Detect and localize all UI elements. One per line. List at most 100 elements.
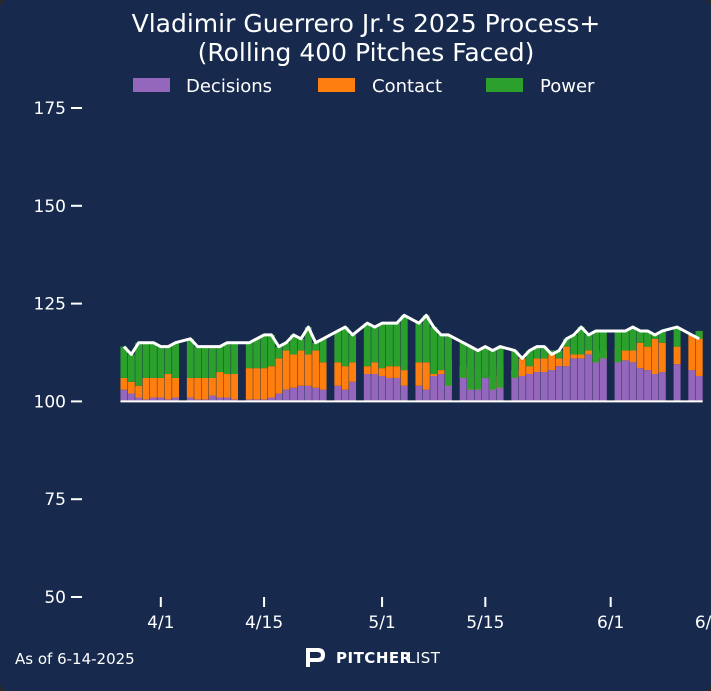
bar-segment-decisions: [592, 352, 600, 402]
bar-segment-contact: [349, 362, 357, 382]
bar-segment-power: [164, 346, 172, 375]
y-axis: 50 75 100 125 150 175: [34, 99, 82, 608]
bar-segment-contact: [540, 358, 548, 373]
y-tick-label: 175: [34, 99, 66, 119]
bar-segment-decisions: [415, 385, 423, 402]
bar-segment-decisions: [562, 366, 570, 402]
bar-segment-decisions: [371, 374, 379, 402]
bar-segment-contact: [275, 358, 283, 394]
bar-segment-contact: [135, 385, 143, 398]
bar-segment-power: [614, 330, 622, 363]
bar-segment-power: [570, 334, 578, 355]
bar-segment-decisions: [644, 370, 652, 402]
legend-swatch-contact: [318, 78, 355, 92]
bar-segment-contact: [393, 366, 401, 378]
bar-segment-contact: [526, 366, 534, 375]
bar-segment-contact: [621, 350, 629, 361]
y-tick-label: 75: [44, 490, 66, 510]
bar-segment-contact: [363, 366, 371, 375]
bar-segment-power: [334, 330, 342, 363]
bar-segment-decisions: [651, 374, 659, 402]
bar-segment-decisions: [208, 395, 216, 402]
legend-label-decisions: Decisions: [186, 76, 272, 97]
bar-segment-contact: [164, 374, 172, 400]
bar-segment-power: [437, 334, 445, 371]
bar-segment-decisions: [290, 387, 298, 402]
bar-segment-power: [444, 334, 452, 386]
bar-segment-power: [231, 342, 239, 375]
bar-segment-contact: [334, 362, 342, 386]
bar-segment-power: [636, 330, 644, 343]
bar-segment-contact: [312, 350, 320, 388]
bar-segment-power: [585, 334, 593, 351]
x-tick-label: 6/15: [695, 613, 711, 633]
bar-segment-power: [695, 330, 703, 339]
bar-segment-power: [371, 327, 379, 363]
bar-segment-contact: [378, 368, 386, 376]
bar-segment-decisions: [614, 348, 622, 402]
bar-segment-contact: [644, 346, 652, 371]
bar-segment-contact: [194, 377, 202, 400]
bar-segment-power: [290, 334, 298, 355]
bar-segment-power: [592, 330, 600, 363]
chart-title-line-2: (Rolling 400 Pitches Faced): [198, 38, 535, 67]
x-tick-label: 5/15: [466, 613, 504, 633]
bar-segment-power: [194, 346, 202, 378]
bar-segment-decisions: [216, 397, 224, 402]
bar-segment-contact: [688, 334, 696, 371]
pitcherlist-logo-text-bold: PITCHER: [336, 649, 412, 667]
bar-segment-power: [149, 342, 157, 378]
bar-segment-contact: [422, 362, 430, 390]
bar-segment-contact: [695, 330, 703, 376]
bar-segment-decisions: [577, 358, 585, 402]
bar-segment-power: [201, 346, 209, 378]
chart-title-line-1: Vladimir Guerrero Jr.'s 2025 Process+: [132, 9, 601, 38]
bar-segment-contact: [415, 362, 423, 386]
total-score-line: [122, 313, 700, 360]
x-tick-label: 4/1: [147, 613, 174, 633]
bar-segment-contact: [267, 366, 275, 398]
bar-segment-power: [378, 323, 386, 369]
x-tick-label: 6/1: [597, 613, 624, 633]
bar-segment-decisions: [149, 397, 157, 402]
bar-segment-decisions: [599, 350, 607, 402]
bar-segment-contact: [297, 350, 305, 386]
bar-segment-power: [459, 342, 467, 378]
bar-segment-contact: [585, 350, 593, 355]
y-tick-label: 150: [34, 197, 66, 217]
bar-segment-power: [496, 346, 504, 388]
bar-segment-power: [267, 334, 275, 367]
bar-segment-contact: [430, 374, 438, 376]
pitcherlist-logo: PITCHER LIST: [306, 648, 440, 667]
bar-segment-power: [208, 346, 216, 378]
bar-segment-decisions: [172, 397, 180, 402]
bar-segment-power: [216, 346, 224, 373]
bar-segment-contact: [157, 377, 165, 398]
bar-segment-power: [644, 330, 652, 347]
bar-segment-decisions: [127, 393, 135, 402]
bar-segment-power: [651, 334, 659, 339]
bar-segment-contact: [437, 370, 445, 375]
bar-segment-decisions: [223, 397, 231, 402]
bar-segment-decisions: [636, 368, 644, 402]
bar-segment-contact: [290, 354, 298, 388]
bar-segment-decisions: [297, 385, 305, 402]
bar-segment-power: [400, 315, 408, 371]
bar-segment-contact: [562, 346, 570, 367]
bar-segment-decisions: [349, 381, 357, 402]
bar-segment-contact: [518, 358, 526, 376]
bar-segment-contact: [651, 338, 659, 375]
pitcherlist-logo-mark: [306, 648, 325, 667]
x-tick-label: 4/15: [245, 613, 283, 633]
bar-segment-decisions: [282, 389, 290, 402]
bar-segment-power: [341, 327, 349, 367]
bar-segment-power: [127, 354, 135, 382]
bar-segment-decisions: [422, 389, 430, 402]
bar-segment-contact: [120, 377, 128, 390]
bar-segment-contact: [223, 374, 231, 398]
bar-segment-power: [142, 342, 150, 378]
legend: Decisions Contact Power: [133, 76, 595, 97]
bar-segment-decisions: [688, 370, 696, 402]
bar-segment-contact: [231, 374, 239, 400]
bar-segment-decisions: [312, 387, 320, 402]
